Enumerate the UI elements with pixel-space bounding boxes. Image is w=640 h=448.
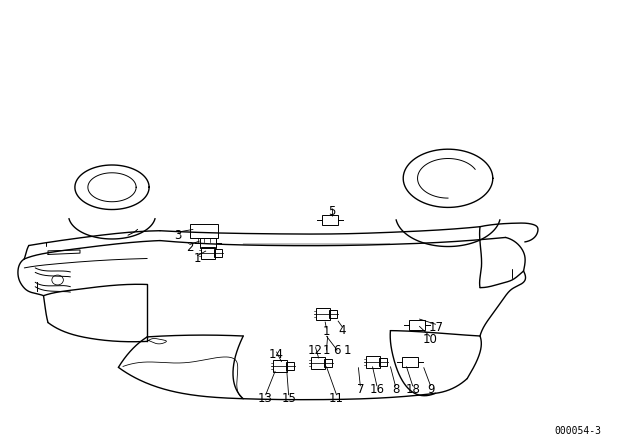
Text: 1: 1 [193,252,201,266]
Text: 4: 4 [339,323,346,337]
Text: 9: 9 [427,383,435,396]
Text: 2: 2 [186,241,193,254]
Text: 10: 10 [422,333,438,346]
Text: 11: 11 [329,392,344,405]
Bar [200,238,216,248]
Text: 7: 7 [356,383,364,396]
Text: 8: 8 [392,383,399,396]
Bar [380,358,387,366]
Bar [189,224,218,238]
Bar [201,247,215,259]
Bar [402,357,418,367]
Text: 17: 17 [428,321,444,334]
Bar [324,359,332,367]
Bar [366,356,380,368]
Bar [330,310,337,319]
Text: 18: 18 [405,383,420,396]
Text: 12: 12 [308,344,323,357]
Bar [286,362,294,370]
Text: 14: 14 [269,348,284,362]
Bar [316,309,330,320]
Text: 1: 1 [323,344,330,357]
Text: 1: 1 [344,344,351,357]
Text: 6: 6 [333,344,341,357]
Text: 5: 5 [328,205,335,218]
Bar [410,320,426,330]
Text: 3: 3 [174,228,182,242]
Text: 16: 16 [369,383,385,396]
Bar [322,215,338,224]
Bar [311,357,325,369]
Text: 13: 13 [258,392,273,405]
Bar [214,249,222,257]
Bar [273,361,287,372]
Text: 1: 1 [323,325,330,338]
Text: 000054-3: 000054-3 [555,426,602,436]
Text: 15: 15 [281,392,296,405]
